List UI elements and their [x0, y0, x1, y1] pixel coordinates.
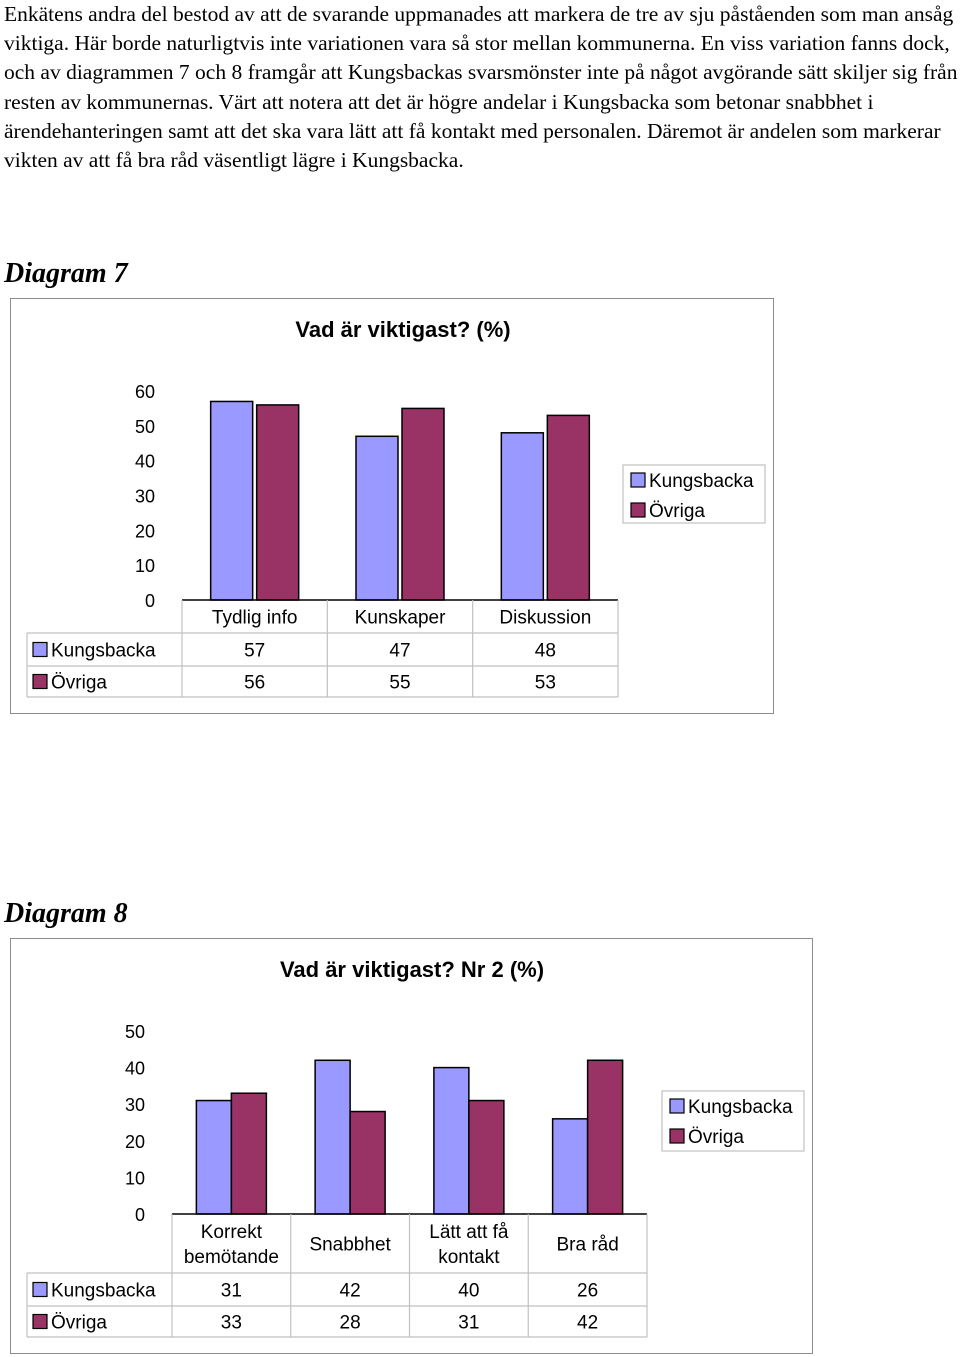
- bar-ovriga: [401, 407, 445, 601]
- bar-ovriga: [255, 404, 300, 601]
- table-legend-key: [32, 673, 48, 690]
- bar-ovriga: [468, 1099, 505, 1215]
- table-value: 31: [458, 1313, 479, 1334]
- chart-8-svg: Vad är viktigast? Nr 2 (%) 0 10 20 30 40 50 Kor…: [26, 957, 805, 1338]
- y-tick-label: 20: [135, 521, 155, 541]
- table-series-label: Övriga: [51, 1313, 107, 1334]
- legend-label: Övriga: [649, 501, 705, 522]
- y-tick-label: 0: [135, 1205, 145, 1225]
- category-label: Diskussion: [499, 608, 591, 629]
- table-value: 26: [577, 1281, 598, 1302]
- category-label: kontakt: [438, 1247, 500, 1268]
- category-label: Korrekt: [201, 1222, 263, 1243]
- bar-ovriga: [586, 1059, 624, 1215]
- legend-key: [630, 472, 646, 488]
- table-value: 55: [389, 673, 410, 694]
- table-value: 33: [221, 1313, 242, 1334]
- y-tick-label: 10: [135, 556, 155, 576]
- chart-7-svg: Vad är viktigast? (%) 0 10 20 30 40 50 60 Tydlig…: [26, 317, 766, 698]
- table-legend-key: [32, 641, 48, 658]
- legend-label: Kungsbacka: [649, 471, 754, 492]
- intro-paragraph: Enkätens andra del bestod av att de svar…: [4, 2, 958, 173]
- y-tick-label: 40: [135, 452, 155, 472]
- diagram-8-heading: Diagram 8: [4, 898, 128, 929]
- y-tick-label: 30: [125, 1095, 145, 1115]
- table-value: 48: [535, 641, 556, 662]
- legend-key: [669, 1128, 685, 1144]
- y-tick-label: 50: [125, 1022, 145, 1042]
- y-tick-label: 20: [125, 1132, 145, 1152]
- y-tick-label: 30: [135, 487, 155, 507]
- legend-label: Övriga: [688, 1127, 744, 1148]
- table-value: 28: [340, 1313, 361, 1334]
- table-value: 47: [389, 641, 410, 662]
- y-tick-label: 0: [145, 591, 155, 611]
- category-label: Lätt att få: [429, 1222, 509, 1243]
- legend-box: [622, 464, 766, 524]
- table-series-label: Kungsbacka: [51, 1281, 156, 1302]
- category-label: Tydlig info: [212, 608, 298, 629]
- legend-key: [630, 502, 646, 518]
- legend-box: [661, 1090, 805, 1152]
- table-legend-key: [32, 1281, 48, 1298]
- table-value: 56: [244, 673, 265, 694]
- bar-ovriga: [349, 1110, 386, 1215]
- bar-kungsbacka: [355, 435, 399, 601]
- table-value: 40: [458, 1281, 479, 1302]
- table-value: 42: [577, 1313, 598, 1334]
- bar-kungsbacka: [314, 1059, 351, 1215]
- chart-title: Vad är viktigast? (%): [295, 317, 510, 342]
- legend-key: [669, 1098, 685, 1114]
- bar-kungsbacka: [195, 1099, 233, 1215]
- diagram-7-heading: Diagram 7: [4, 258, 128, 289]
- bar-kungsbacka: [209, 400, 254, 601]
- y-tick-label: 10: [125, 1168, 145, 1188]
- y-tick-label: 50: [135, 417, 155, 437]
- table-value: 53: [535, 673, 556, 694]
- chart-7: Vad är viktigast? (%) 0 10 20 30 40 50 60 Tydlig…: [10, 298, 774, 714]
- bar-kungsbacka: [551, 1118, 589, 1215]
- legend-label: Kungsbacka: [688, 1097, 793, 1118]
- table-legend-key: [32, 1313, 48, 1330]
- category-label: Bra råd: [556, 1235, 618, 1256]
- y-tick-label: 40: [125, 1059, 145, 1079]
- chart-title: Vad är viktigast? Nr 2 (%): [280, 957, 544, 982]
- category-label: bemötande: [184, 1247, 279, 1268]
- table-value: 31: [221, 1281, 242, 1302]
- bar-kungsbacka: [500, 432, 545, 601]
- table-value: 42: [340, 1281, 361, 1302]
- table-series-label: Övriga: [51, 673, 107, 694]
- bar-ovriga: [546, 414, 591, 601]
- bar-ovriga: [230, 1092, 268, 1215]
- category-label: Kunskaper: [355, 608, 447, 629]
- category-label: Snabbhet: [309, 1235, 391, 1256]
- chart-8: Vad är viktigast? Nr 2 (%) 0 10 20 30 40 50 Kor…: [10, 938, 813, 1354]
- bar-kungsbacka: [433, 1066, 470, 1215]
- table-series-label: Kungsbacka: [51, 641, 156, 662]
- y-tick-label: 60: [135, 382, 155, 402]
- table-value: 57: [244, 641, 265, 662]
